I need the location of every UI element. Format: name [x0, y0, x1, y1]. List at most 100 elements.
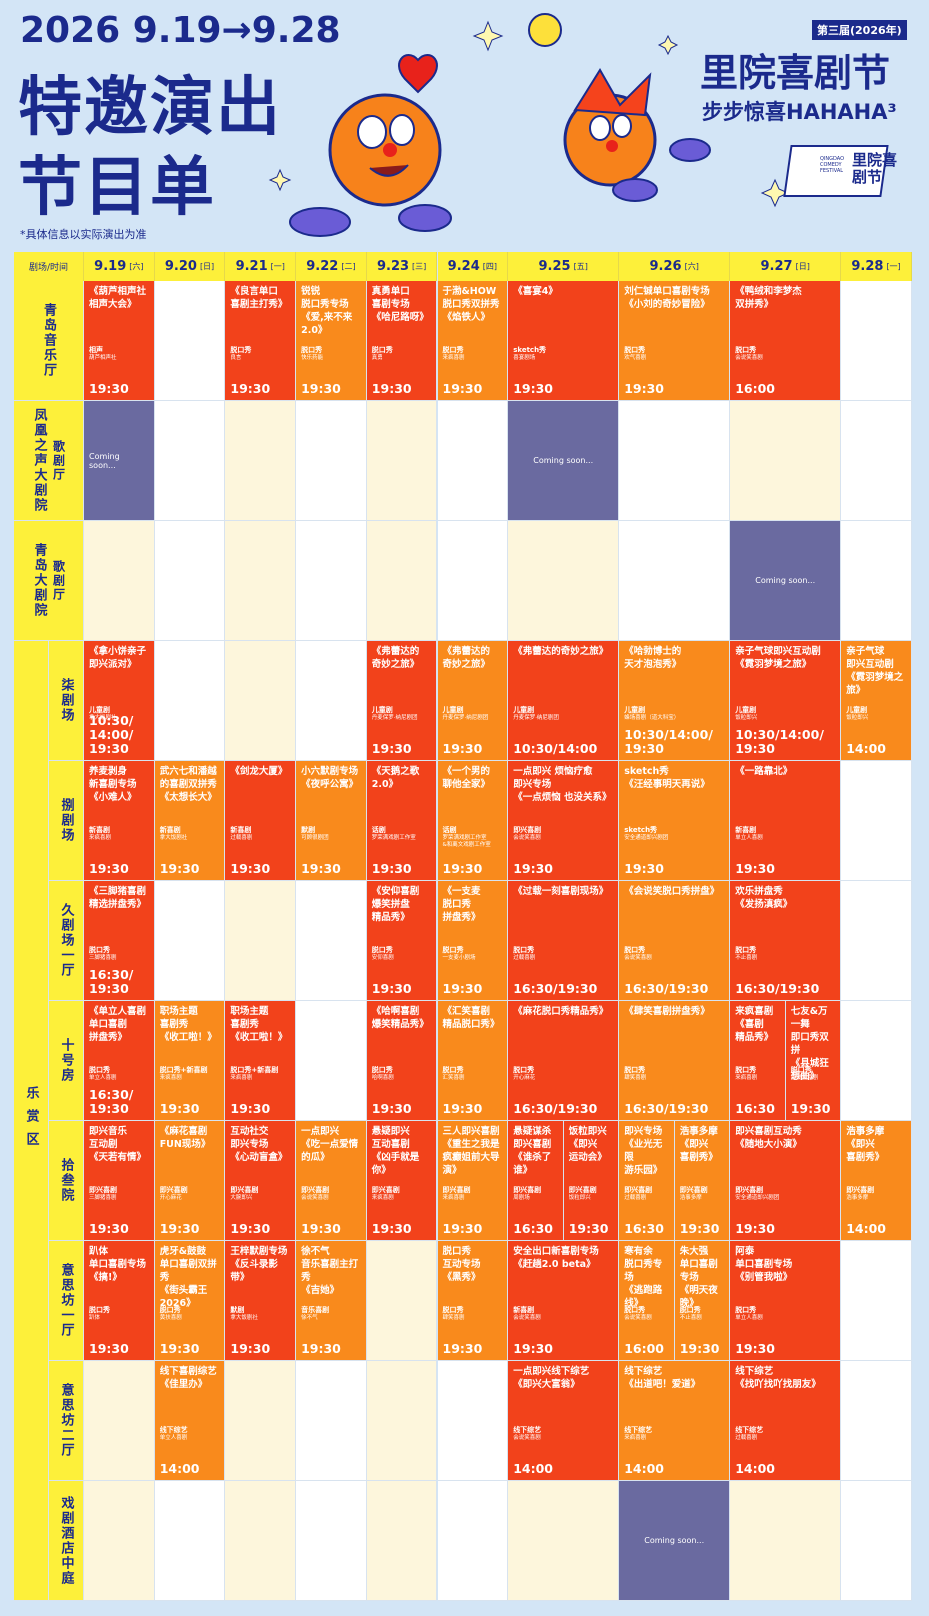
show-time: 16:30/19:30	[735, 981, 820, 996]
show-type: 脱口秀	[159, 1306, 181, 1314]
weekday: [三]	[412, 262, 427, 271]
venue: 柒剧场	[49, 641, 84, 761]
show-type: 脱口秀	[89, 1066, 110, 1074]
show-type: 脱口秀	[230, 346, 252, 354]
show-troupe: 大腕即兴	[230, 1195, 253, 1201]
show-cell: 《一支麦 脱口秀 拼盘秀》 脱口秀 一支麦小剧场 19:30	[437, 881, 509, 1001]
show-cell: 朱大强 单口喜剧专场 《明天夜晚》 脱口秀 不止喜剧 19:30	[674, 1241, 731, 1361]
show-title: 《天鹅之歌 2.0》	[371, 766, 420, 790]
show-cell: 互动社交 即兴专场 《心动盲盒》 即兴喜剧 大腕即兴 19:30	[225, 1121, 297, 1241]
show-time: 19:30	[568, 1221, 609, 1236]
show-title: 小六默剧专场 《夜呼公寓》	[301, 766, 359, 790]
show-type: 脱口秀	[735, 1306, 757, 1314]
show-time: 19:30	[371, 1101, 412, 1116]
show-title: 《过载一刻喜剧现场》	[513, 886, 609, 897]
show-title: 《葫芦相声社 相声大会》	[89, 286, 147, 310]
show-cell: 《鸭绒和李梦杰 双拼秀》 脱口秀 会说笑喜剧 16:00	[730, 281, 842, 401]
show-troupe: 过载喜剧	[735, 1435, 758, 1441]
show-type: 脱口秀	[89, 946, 110, 954]
show-cell: 《天鹅之歌 2.0》 话剧 罗荣满戏剧工作室 19:30	[366, 761, 438, 881]
empty-cell	[437, 521, 509, 641]
date: 9.23	[376, 259, 410, 274]
show-type: 脱口秀	[679, 1306, 701, 1314]
weekday: [六]	[129, 262, 144, 271]
show-cell: 《肆笑喜剧拼盘秀》 脱口秀 肆笑喜剧 16:30/19:30	[619, 1001, 731, 1121]
show-type: 新喜剧	[735, 826, 757, 834]
show-cell: 真勇单口 喜剧专场 《哈尼路呀》 脱口秀 真勇 19:30	[366, 281, 438, 401]
show-title: 《良言单口 喜剧主打秀》	[230, 286, 288, 310]
empty-cell	[841, 401, 912, 521]
show-type: 即兴喜剧	[568, 1186, 597, 1194]
show-troupe: 欢气喜剧	[624, 355, 647, 361]
show-title: sketch秀 《汪经事明天再说》	[624, 766, 710, 790]
show-title: 虎牙&鼓鼓 单口喜剧双拼秀 《街头霸王2026》	[159, 1246, 217, 1309]
date-header: 9.26 [六]	[619, 252, 731, 281]
show-cell: 职场主题 喜剧秀 《收工啦！》 脱口秀+新喜剧 来疯喜剧 19:30	[154, 1001, 226, 1121]
show-title: 亲子气球即兴互动剧 《霓羽梦境之旅》	[735, 646, 821, 670]
show-time: 16:30	[513, 1221, 553, 1236]
venue-name: 戏剧酒店中庭	[58, 1495, 74, 1586]
show-title: 即兴音乐 互动剧 《天若有情》	[89, 1126, 147, 1163]
show-troupe: 汇笑喜剧	[442, 1075, 465, 1081]
show-troupe: 单立人喜剧	[735, 1315, 763, 1321]
show-troupe: 饭粒即兴	[568, 1195, 591, 1201]
date-range: 2026 9.19→9.28	[20, 10, 341, 51]
show-time: 19:30	[371, 741, 412, 756]
show-title: 王梓默剧专场 《反斗录影带》	[230, 1246, 288, 1283]
empty-cell	[225, 881, 297, 1001]
date-header: 9.20 [日]	[154, 252, 226, 281]
empty-cell	[84, 1361, 155, 1481]
show-time: 19:30	[301, 381, 341, 396]
show-title: 《弗蕾达的 奇妙之旅》	[442, 646, 491, 670]
date-header: 9.22 [二]	[296, 252, 367, 281]
show-type: 脱口秀	[442, 1306, 464, 1314]
empty-cell	[366, 1361, 438, 1481]
show-troupe: 安全通道即兴剧团	[624, 835, 669, 841]
show-time: 19:30	[371, 1221, 412, 1236]
show-type: 脱口秀	[624, 346, 646, 354]
weekday: [一]	[886, 262, 901, 271]
show-troupe: 饭粒即兴	[846, 715, 869, 721]
show-type: 脱口秀	[624, 1066, 646, 1074]
show-title: 脱口秀 互动专场 《黑秀》	[442, 1246, 481, 1283]
show-time: 16:30	[624, 1221, 664, 1236]
show-title: 亲子气球 即兴互动剧 《霓羽梦境之旅》	[846, 646, 904, 696]
show-title: 《安仰喜剧 爆笑拼盘 精品秀》	[371, 886, 420, 923]
show-time: 16:30/19:30	[513, 981, 598, 996]
weekday: [五]	[573, 262, 588, 271]
show-time: 19:30	[442, 1221, 483, 1236]
show-title: 线下综艺 《找吖找吖找朋友》	[735, 1366, 821, 1390]
show-time: 19:30	[301, 861, 341, 876]
show-cell: 一点即兴 烦恼疗愈 即兴专场 《一点烦恼 也没关系》 即兴喜剧 会说笑喜剧 19:30	[508, 761, 620, 881]
show-time: 10:30/14:00/ 19:30	[735, 727, 824, 756]
show-title: 《哈啊喜剧 爆笑精品秀》	[371, 1006, 429, 1030]
show-title: 一点即兴 《吃一点爱情 的瓜》	[301, 1126, 359, 1163]
show-troupe: 三脚猪喜剧	[89, 955, 117, 961]
show-title: 养麦剥身 新喜剧专场 《小难人》	[89, 766, 137, 803]
show-cell: 浩事多摩 《即兴 喜剧秀》 即兴喜剧 浩事多摩 14:00	[841, 1121, 912, 1241]
show-title: 《麻花脱口秀精品秀》	[513, 1006, 609, 1017]
show-type: 音乐喜剧	[301, 1306, 330, 1314]
show-cell: 七友&万一舞 即口秀双拼 《县城狂想曲》 脱口秀 会说笑喜剧 19:30	[785, 1001, 842, 1121]
show-troupe: 单立人喜剧	[159, 1435, 188, 1441]
show-title: 浩事多摩 《即兴 喜剧秀》	[846, 1126, 885, 1163]
show-time: 16:30	[735, 1101, 775, 1116]
show-troupe: 安仰喜剧	[371, 955, 394, 961]
show-troupe: 黄扶喜剧	[159, 1315, 182, 1321]
show-cell: 《拿小饼亲子 即兴派对》 儿童剧 拿大饭剧社 10:30/ 14:00/ 19:30	[84, 641, 155, 761]
show-type: 新喜剧	[89, 826, 110, 834]
show-type: 脱口秀	[442, 946, 464, 954]
show-type: 相声	[89, 346, 103, 354]
show-title: 悬疑即兴 互动喜剧 《凶手就是你》	[371, 1126, 420, 1176]
note: *具体信息以实际演出为准	[20, 228, 147, 241]
show-cell: 线下综艺 《找吖找吖找朋友》 线下综艺 过载喜剧 14:00	[730, 1361, 842, 1481]
weekday: [六]	[684, 262, 699, 271]
show-time: 19:30	[735, 1221, 775, 1236]
venue-name: 拾叁院	[58, 1158, 74, 1203]
show-troupe: 开心麻花	[513, 1075, 536, 1081]
show-cell: 饭粒即兴 《即兴 运动会》 即兴喜剧 饭粒即兴 19:30	[563, 1121, 620, 1241]
show-time: 16:30/19:30	[624, 981, 709, 996]
show-type: 脱口秀	[371, 346, 393, 354]
show-cell: 脱口秀 互动专场 《黑秀》 脱口秀 肆笑喜剧 19:30	[437, 1241, 509, 1361]
show-cell: 即兴专场 《业光无限 游乐园》 即兴喜剧 过载喜剧 16:30	[619, 1121, 675, 1241]
